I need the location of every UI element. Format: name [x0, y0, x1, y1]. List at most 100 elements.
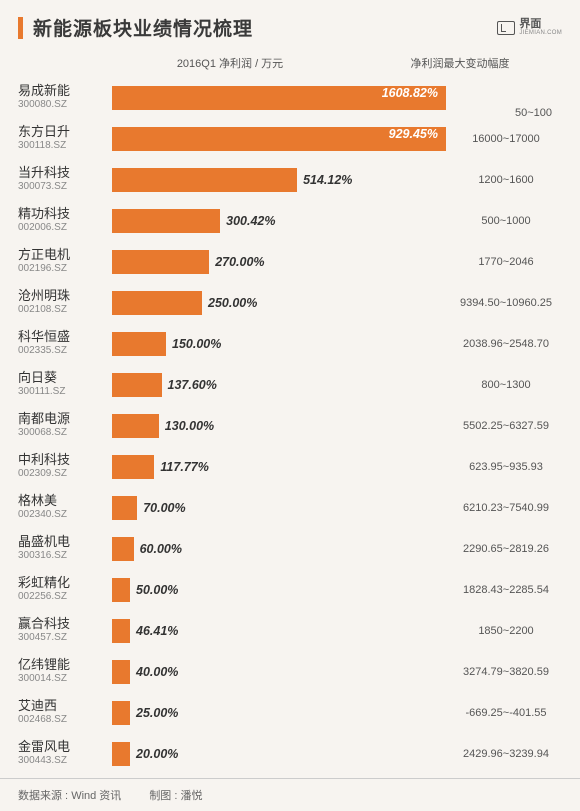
- bar-row: 向日葵300111.SZ 137.60% 800~1300: [0, 364, 580, 405]
- row-label: 赢合科技300457.SZ: [0, 617, 112, 643]
- bar-row: 易成新能300080.SZ1608.82%50~100: [0, 77, 580, 118]
- header: 新能源板块业绩情况梳理 界面 JIEMIAN.COM: [0, 0, 580, 51]
- company-name: 南都电源: [18, 412, 112, 427]
- company-name: 晶盛机电: [18, 535, 112, 550]
- pct-label: 130.00%: [165, 419, 214, 433]
- col-header-profit: 2016Q1 净利润 / 万元: [0, 55, 340, 71]
- company-name: 亿纬锂能: [18, 658, 112, 673]
- row-label: 易成新能300080.SZ: [0, 84, 112, 110]
- pct-label: 270.00%: [215, 255, 264, 269]
- stock-code: 300014.SZ: [18, 673, 112, 685]
- bar-row: 南都电源300068.SZ130.00%5502.25~6327.59: [0, 405, 580, 446]
- bar-cell: 70.00%: [112, 487, 446, 528]
- logo-cn: 界面: [519, 19, 562, 30]
- range-value: 500~1000: [446, 215, 580, 227]
- bar: 1608.82%: [112, 86, 446, 110]
- range-value: 1770~2046: [446, 256, 580, 268]
- footer: 数据来源 : Wind 资讯 制图 : 潘悦: [0, 778, 580, 811]
- title-wrap: 新能源板块业绩情况梳理: [18, 14, 253, 41]
- range-value: 800~1300: [446, 379, 580, 391]
- company-name: 科华恒盛: [18, 330, 112, 345]
- range-value: 1200~1600: [446, 174, 580, 186]
- bar: [112, 291, 202, 315]
- stock-code: 300457.SZ: [18, 632, 112, 644]
- bar: [112, 701, 130, 725]
- bar-cell: 137.60%: [112, 364, 446, 405]
- pct-label: 25.00%: [136, 706, 178, 720]
- bar-row: 东方日升300118.SZ 929.45% 16000~17000: [0, 118, 580, 159]
- company-name: 格林美: [18, 494, 112, 509]
- stock-code: 002335.SZ: [18, 345, 112, 357]
- row-label: 南都电源300068.SZ: [0, 412, 112, 438]
- bar: [112, 168, 297, 192]
- row-label: 向日葵300111.SZ: [0, 371, 112, 397]
- range-value: 9394.50~10960.25: [446, 297, 580, 309]
- col-header-range: 净利润最大变动幅度: [340, 55, 580, 71]
- bar-row: 亿纬锂能300014.SZ40.00%3274.79~3820.59: [0, 651, 580, 692]
- bar-cell: 929.45%: [112, 118, 446, 159]
- stock-code: 002006.SZ: [18, 222, 112, 234]
- company-name: 当升科技: [18, 166, 112, 181]
- row-label: 当升科技300073.SZ: [0, 166, 112, 192]
- bar-cell: 300.42%: [112, 200, 446, 241]
- stock-code: 002340.SZ: [18, 509, 112, 521]
- stock-code: 002256.SZ: [18, 591, 112, 603]
- bar: [112, 537, 134, 561]
- range-value: -669.25~-401.55: [446, 707, 580, 719]
- footer-author: 制图 : 潘悦: [149, 787, 202, 803]
- range-value: 623.95~935.93: [446, 461, 580, 473]
- bar-row: 赢合科技300457.SZ46.41%1850~2200: [0, 610, 580, 651]
- bar-row: 沧州明珠002108.SZ250.00%9394.50~10960.25: [0, 282, 580, 323]
- bar: [112, 660, 130, 684]
- company-name: 精功科技: [18, 207, 112, 222]
- row-label: 中利科技002309.SZ: [0, 453, 112, 479]
- pct-label: 20.00%: [136, 747, 178, 761]
- stock-code: 300080.SZ: [18, 99, 112, 111]
- bar-cell: 46.41%: [112, 610, 446, 651]
- column-headers: 2016Q1 净利润 / 万元 净利润最大变动幅度: [0, 51, 580, 77]
- bar-cell: 25.00%: [112, 692, 446, 733]
- bar: [112, 332, 166, 356]
- range-value: 3274.79~3820.59: [446, 666, 580, 678]
- range-value: 2290.65~2819.26: [446, 543, 580, 555]
- pct-label: 60.00%: [140, 542, 182, 556]
- pct-label: 1608.82%: [382, 86, 438, 100]
- range-value: 16000~17000: [446, 133, 580, 145]
- bar-row: 艾迪西002468.SZ25.00%-669.25~-401.55: [0, 692, 580, 733]
- stock-code: 300118.SZ: [18, 140, 112, 152]
- logo-icon: [497, 21, 515, 35]
- stock-code: 002309.SZ: [18, 468, 112, 480]
- bar-cell: 60.00%: [112, 528, 446, 569]
- company-name: 赢合科技: [18, 617, 112, 632]
- range-value: 2429.96~3239.94: [446, 748, 580, 760]
- range-value: 1850~2200: [446, 625, 580, 637]
- bar-row: 精功科技002006.SZ300.42%500~1000: [0, 200, 580, 241]
- bar: [112, 496, 137, 520]
- jiemian-logo: 界面 JIEMIAN.COM: [497, 19, 562, 36]
- bar-row: 科华恒盛002335.SZ150.00%2038.96~2548.70: [0, 323, 580, 364]
- stock-code: 300443.SZ: [18, 755, 112, 767]
- pct-label: 514.12%: [303, 173, 352, 187]
- bar-row: 中利科技002309.SZ117.77%623.95~935.93: [0, 446, 580, 487]
- logo-en: JIEMIAN.COM: [519, 30, 562, 36]
- pct-label: 929.45%: [389, 127, 438, 141]
- row-label: 精功科技002006.SZ: [0, 207, 112, 233]
- pct-label: 137.60%: [168, 378, 217, 392]
- chart-rows: 易成新能300080.SZ1608.82%50~100东方日升300118.SZ…: [0, 77, 580, 774]
- row-label: 科华恒盛002335.SZ: [0, 330, 112, 356]
- company-name: 中利科技: [18, 453, 112, 468]
- footer-source: 数据来源 : Wind 资讯: [18, 787, 121, 803]
- pct-label: 150.00%: [172, 337, 221, 351]
- company-name: 易成新能: [18, 84, 112, 99]
- row-label: 彩虹精化002256.SZ: [0, 576, 112, 602]
- row-label: 晶盛机电300316.SZ: [0, 535, 112, 561]
- bar-cell: 250.00%: [112, 282, 446, 323]
- company-name: 向日葵: [18, 371, 112, 386]
- bar: [112, 578, 130, 602]
- bar-cell: 1608.82%: [112, 77, 446, 118]
- company-name: 金雷风电: [18, 740, 112, 755]
- company-name: 东方日升: [18, 125, 112, 140]
- bar-row: 方正电机002196.SZ270.00%1770~2046: [0, 241, 580, 282]
- bar: [112, 455, 154, 479]
- row-label: 东方日升300118.SZ: [0, 125, 112, 151]
